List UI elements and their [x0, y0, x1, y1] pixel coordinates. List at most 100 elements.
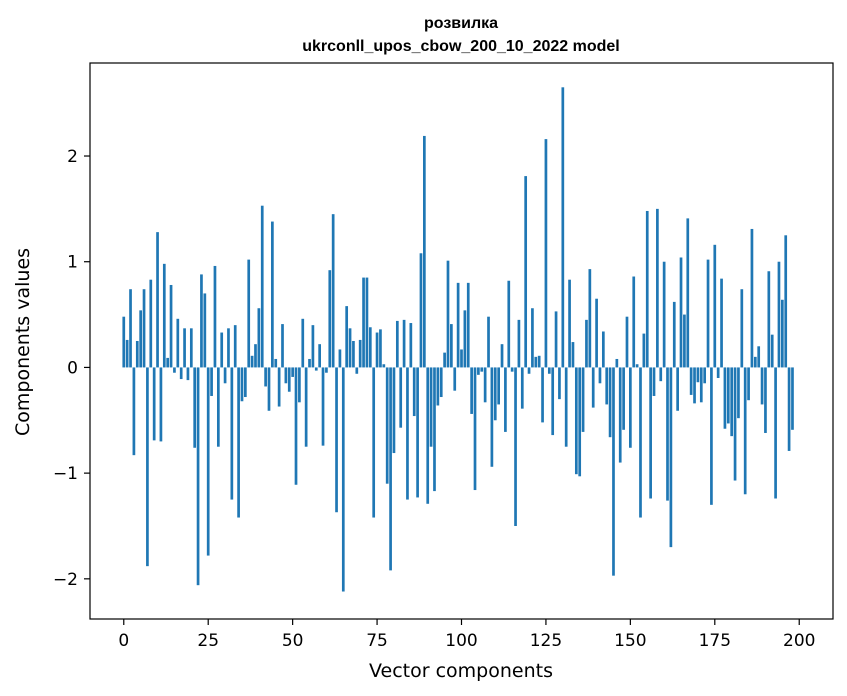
bar	[470, 367, 473, 414]
bar	[733, 367, 737, 481]
bar	[480, 367, 484, 372]
bar	[298, 367, 301, 403]
bar	[713, 244, 717, 368]
bar	[146, 367, 149, 567]
x-tick-label: 0	[118, 631, 129, 651]
bar	[568, 279, 571, 368]
bar	[571, 342, 575, 368]
plot-frame	[89, 62, 834, 620]
bar	[277, 367, 281, 407]
bar	[632, 276, 636, 368]
bar	[517, 319, 521, 368]
bar	[649, 367, 652, 499]
bar	[348, 328, 352, 368]
bar	[379, 329, 382, 368]
bar	[281, 324, 284, 368]
bar	[328, 270, 332, 368]
bar	[125, 339, 129, 368]
bar	[767, 271, 771, 368]
bar	[534, 356, 538, 368]
bar	[629, 367, 632, 448]
bar	[392, 367, 396, 454]
bar	[750, 228, 754, 368]
bar	[601, 331, 605, 368]
bar	[152, 367, 156, 441]
bar	[696, 367, 700, 383]
bar	[588, 269, 592, 368]
bar	[504, 367, 507, 432]
bar	[311, 325, 315, 368]
y-axis: −2 −1 0 1 2	[53, 147, 90, 590]
bar	[176, 318, 180, 368]
bar	[450, 324, 453, 368]
bar	[341, 367, 345, 592]
bar	[706, 259, 710, 368]
bar	[412, 367, 416, 417]
bar	[490, 367, 494, 467]
bar	[318, 344, 321, 368]
bar	[389, 367, 392, 571]
bar	[189, 328, 193, 368]
bar	[770, 334, 774, 368]
bar	[544, 139, 548, 368]
bar	[196, 367, 200, 586]
bar	[385, 367, 389, 484]
bar	[510, 367, 514, 372]
bar	[186, 367, 190, 381]
bar	[595, 298, 598, 368]
bar	[402, 319, 406, 368]
bar	[743, 367, 747, 495]
bar	[591, 367, 595, 408]
bar	[314, 367, 318, 371]
bar	[764, 367, 767, 433]
bar	[780, 299, 784, 368]
bar	[581, 367, 585, 432]
bar	[132, 367, 136, 456]
y-tick-label: 1	[67, 253, 78, 273]
bars-group	[122, 87, 794, 592]
bar	[321, 367, 325, 446]
bar	[497, 367, 500, 405]
bar	[230, 367, 234, 500]
bar	[200, 274, 203, 368]
bar	[622, 367, 625, 430]
bar	[716, 367, 720, 378]
bar	[605, 367, 609, 405]
x-tick-label: 125	[530, 631, 562, 651]
bar	[531, 308, 534, 368]
bar	[301, 318, 305, 368]
bar	[173, 367, 176, 373]
x-tick-label: 75	[366, 631, 388, 651]
bar	[659, 367, 663, 382]
bar	[564, 367, 568, 447]
bar	[274, 358, 278, 368]
bar	[699, 367, 703, 403]
chart-title-line-1: розвилка	[424, 15, 498, 32]
bar	[578, 367, 582, 477]
bar	[777, 261, 781, 368]
bar	[227, 328, 230, 368]
bar	[615, 358, 619, 368]
bar	[514, 367, 517, 526]
bar	[179, 367, 183, 380]
bar	[740, 289, 744, 368]
bar	[142, 289, 146, 368]
bar	[203, 293, 207, 368]
bar	[257, 308, 261, 368]
bar	[598, 367, 602, 384]
bar	[399, 367, 403, 428]
bar	[639, 367, 642, 518]
y-tick-label: 2	[67, 147, 78, 167]
bar	[429, 367, 433, 447]
bar	[149, 279, 153, 368]
bar	[206, 367, 210, 556]
bar	[368, 327, 372, 368]
bar	[787, 367, 791, 451]
bar	[753, 356, 757, 368]
x-tick-label: 200	[783, 631, 815, 651]
bar	[254, 344, 257, 368]
bar	[791, 367, 794, 430]
bar	[439, 367, 443, 398]
bar	[551, 367, 555, 436]
